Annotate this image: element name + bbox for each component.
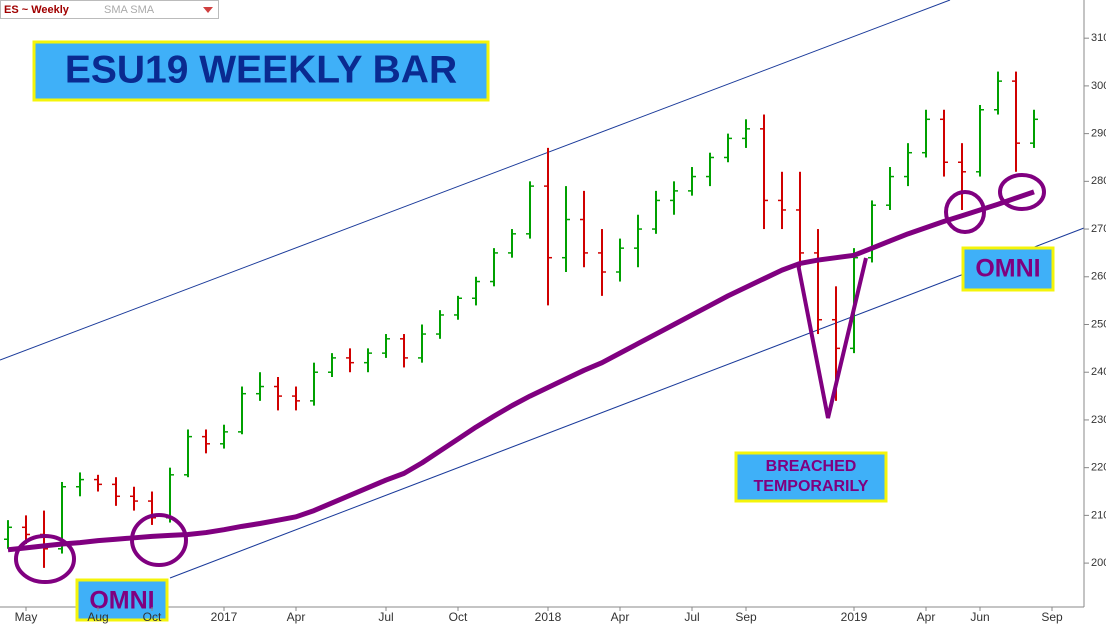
annotation: BREACHED TEMPORARILY <box>753 458 869 495</box>
overlay-shapes <box>14 173 1046 584</box>
y-tick-label: 2400 <box>1091 366 1106 378</box>
annotation-wrap: BREACHED TEMPORARILY <box>753 458 869 495</box>
annotation-box <box>734 451 888 503</box>
y-tick-label: 2900 <box>1091 128 1106 140</box>
circle <box>944 190 986 234</box>
chart-title: ESU19 WEEKLY BAR <box>65 48 457 91</box>
x-tick-label: Apr <box>611 610 630 624</box>
x-tick-label: Jun <box>970 610 989 624</box>
dropdown-arrow[interactable] <box>203 7 213 13</box>
y-tick-label: 2000 <box>1091 557 1106 569</box>
x-tick-label: Jul <box>378 610 393 624</box>
symbol-box[interactable] <box>0 0 219 19</box>
y-tick-label: 2700 <box>1091 223 1106 235</box>
x-tick-label: 2018 <box>535 610 562 624</box>
x-tick-label: Sep <box>735 610 757 624</box>
y-tick-label: 2800 <box>1091 175 1106 187</box>
x-tick-label: Apr <box>287 610 306 624</box>
x-tick-label: 2019 <box>841 610 868 624</box>
x-tick-label: Apr <box>917 610 936 624</box>
x-tick-label: Oct <box>143 610 162 624</box>
circle <box>14 534 76 584</box>
circle <box>130 513 188 567</box>
y-tick-label: 2300 <box>1091 414 1106 426</box>
y-tick-label: 2100 <box>1091 509 1106 521</box>
title-box <box>32 40 490 102</box>
circle <box>998 173 1046 211</box>
y-tick-label: 3000 <box>1091 80 1106 92</box>
y-tick-label: 2600 <box>1091 271 1106 283</box>
y-tick-label: 2500 <box>1091 318 1106 330</box>
plot-area <box>0 0 1085 579</box>
y-tick-label: 2200 <box>1091 462 1106 474</box>
sma-line <box>7 189 1035 553</box>
x-tick-label: Aug <box>87 610 108 624</box>
y-tick-label: 3100 <box>1091 32 1106 44</box>
annotation: OMNI <box>975 255 1040 283</box>
annotation-box <box>961 246 1055 292</box>
channel-upper <box>0 0 951 361</box>
annotation: OMNI <box>89 587 154 615</box>
symbol-label: ES ~ Weekly <box>4 4 70 16</box>
x-tick-label: Jul <box>684 610 699 624</box>
v-shape <box>796 257 868 419</box>
x-tick-label: May <box>15 610 38 624</box>
channel-lower <box>169 227 1085 579</box>
legend-entry: SMA SMA <box>104 4 155 16</box>
x-tick-label: Oct <box>449 610 468 624</box>
x-tick-label: Sep <box>1041 610 1063 624</box>
x-tick-label: 2017 <box>211 610 238 624</box>
annotation-box <box>75 578 169 622</box>
